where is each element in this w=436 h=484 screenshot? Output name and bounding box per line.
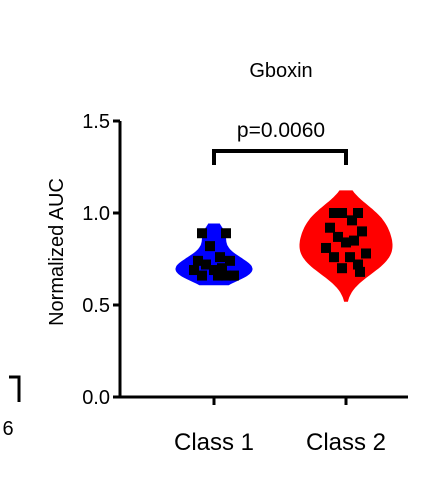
data-point	[337, 263, 347, 274]
x-tick-label: Class 2	[306, 429, 386, 456]
data-point	[197, 228, 207, 239]
y-tick-label: 1.5	[82, 111, 110, 133]
y-tick-label: 0.5	[82, 295, 110, 317]
data-point	[321, 242, 331, 253]
data-point	[205, 241, 215, 252]
chart-title: Gboxin	[249, 60, 312, 82]
data-point	[337, 208, 347, 218]
data-point	[217, 263, 227, 274]
data-point	[213, 270, 223, 281]
y-axis-label: Normalized AUC	[46, 178, 68, 326]
data-point	[333, 231, 343, 242]
data-point	[209, 265, 219, 276]
edge-label: 6	[2, 418, 13, 440]
data-point	[353, 208, 363, 218]
data-point	[221, 228, 231, 239]
p-value-annotation: p=0.0060	[237, 119, 325, 142]
data-point	[349, 235, 359, 246]
data-point	[347, 215, 357, 226]
data-point	[197, 270, 207, 281]
data-point	[189, 265, 199, 276]
significance-bracket	[212, 149, 348, 165]
data-point	[357, 226, 367, 237]
data-point	[329, 252, 339, 263]
y-tick-label: 1.0	[82, 203, 110, 225]
data-point	[229, 270, 239, 281]
data-point	[215, 252, 225, 263]
y-tick-label: 0.0	[82, 387, 110, 409]
data-point	[345, 252, 355, 263]
data-point	[361, 248, 371, 259]
data-point	[341, 237, 351, 248]
data-point	[325, 222, 335, 233]
data-point	[355, 266, 365, 277]
data-point	[201, 259, 211, 270]
edge-axis-fragment	[9, 375, 21, 402]
data-point	[193, 255, 203, 266]
data-point	[221, 270, 231, 281]
x-tick-label: Class 1	[174, 429, 254, 456]
data-point	[353, 259, 363, 270]
data-point	[225, 255, 235, 266]
data-point	[329, 208, 339, 218]
